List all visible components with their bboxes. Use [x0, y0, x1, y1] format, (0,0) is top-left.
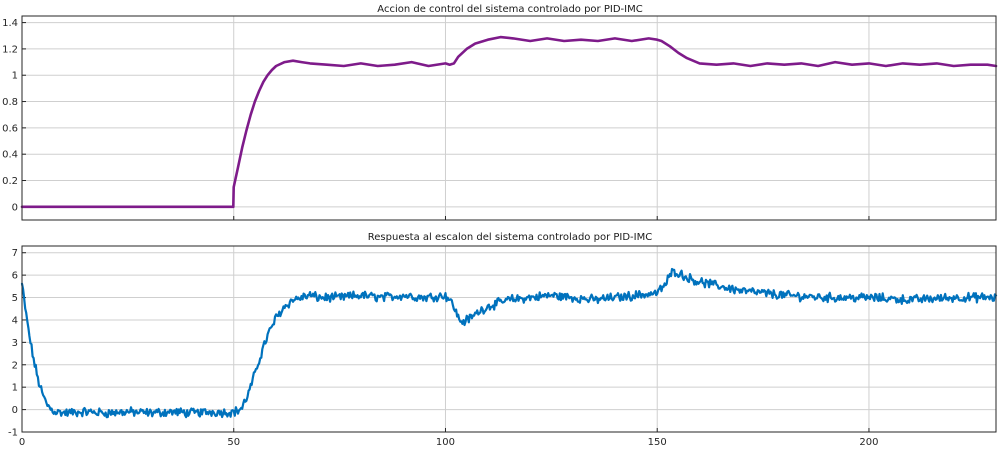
- step-response-title: Respuesta al escalon del sistema control…: [368, 232, 652, 243]
- x-tick-label: 100: [436, 437, 455, 448]
- x-tick-label: 150: [648, 437, 667, 448]
- step-response-plot-frame: [21, 245, 997, 433]
- step-response-axes: Respuesta al escalon del sistema control…: [8, 232, 998, 448]
- x-tick-label: 200: [859, 437, 878, 448]
- y-tick-label: 1.4: [2, 18, 18, 29]
- y-tick-label: 7: [12, 248, 18, 259]
- y-tick-label: 4: [12, 315, 18, 326]
- y-tick-label: 1: [12, 71, 18, 82]
- control-action-series: [20, 35, 998, 209]
- y-tick-label: 0.4: [2, 150, 18, 161]
- series-line: [20, 267, 998, 419]
- control-action-title: Accion de control del sistema controlado…: [377, 4, 642, 15]
- y-tick-label: 0.2: [2, 176, 18, 187]
- series-line: [20, 35, 998, 209]
- y-tick-label: 6: [12, 271, 18, 282]
- y-tick-label: 5: [12, 293, 18, 304]
- y-tick-label: 3: [12, 338, 18, 349]
- y-tick-label: 0.6: [2, 123, 18, 134]
- y-tick-label: 1.2: [2, 44, 18, 55]
- y-tick-label: 0: [12, 405, 18, 416]
- x-tick-label: 50: [227, 437, 240, 448]
- y-tick-label: -1: [8, 428, 18, 439]
- control-action-axes: Accion de control del sistema controlado…: [2, 4, 998, 221]
- control-action-plot-frame: [21, 15, 997, 221]
- y-tick-label: 1: [12, 383, 18, 394]
- y-tick-label: 2: [12, 360, 18, 371]
- step-response-series: [20, 267, 998, 419]
- y-tick-label: 0.8: [2, 97, 18, 108]
- y-tick-label: 0: [12, 202, 18, 213]
- x-tick-label: 0: [19, 437, 25, 448]
